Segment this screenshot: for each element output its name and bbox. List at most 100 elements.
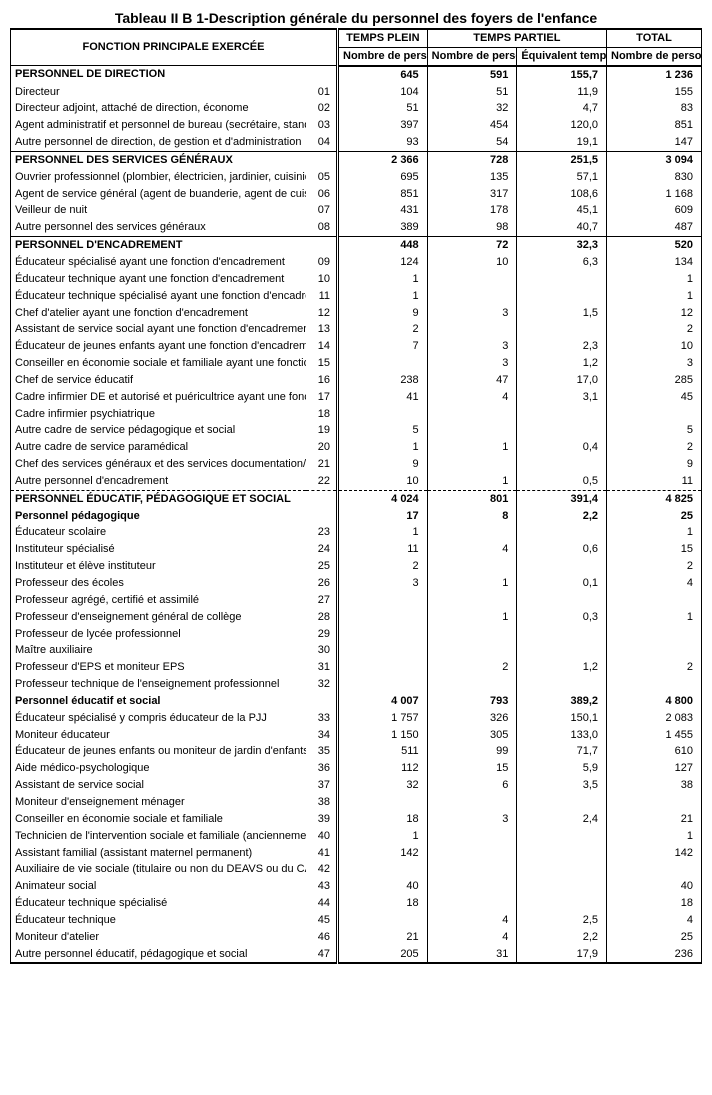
row-label: Autre cadre de service pédagogique et so…: [11, 422, 306, 439]
table-row: Instituteur et élève instituteur2522: [11, 558, 702, 575]
cell-pp2: 11,9: [517, 84, 607, 101]
cell-tp: 1 757: [338, 710, 428, 727]
row-label: Cadre infirmier DE et autorisé et puéric…: [11, 389, 306, 406]
cell-pp1: 793: [427, 693, 517, 710]
table-row: Agent de service général (agent de buand…: [11, 186, 702, 203]
row-label: Personnel éducatif et social: [11, 693, 338, 710]
cell-tp: 124: [338, 254, 428, 271]
header-pt-npers: Nombre de personnes: [427, 47, 517, 65]
cell-tp: 1: [338, 439, 428, 456]
cell-pp1: [427, 422, 517, 439]
row-label: Aide médico-psychologique: [11, 760, 306, 777]
table-row: Veilleur de nuit0743117845,1609: [11, 202, 702, 219]
cell-tp: 1: [338, 288, 428, 305]
cell-pp1: 3: [427, 305, 517, 322]
cell-pp1: 54: [427, 134, 517, 151]
cell-tp: 9: [338, 456, 428, 473]
table-row: Directeur adjoint, attaché de direction,…: [11, 100, 702, 117]
row-code: 04: [306, 134, 338, 151]
cell-tp: 2: [338, 558, 428, 575]
cell-tot: 520: [607, 237, 702, 254]
table-row: Moniteur d'enseignement ménager38: [11, 794, 702, 811]
row-code: 21: [306, 456, 338, 473]
header-pt-eqtp: Équivalent temps plein: [517, 47, 607, 65]
cell-pp2: 40,7: [517, 219, 607, 236]
cell-pp2: [517, 288, 607, 305]
cell-pp2: [517, 626, 607, 643]
cell-tp: 10: [338, 473, 428, 490]
cell-tot: [607, 592, 702, 609]
cell-pp1: 728: [427, 151, 517, 168]
cell-pp2: [517, 422, 607, 439]
table-row: Instituteur spécialisé241140,615: [11, 541, 702, 558]
cell-tp: 2: [338, 321, 428, 338]
cell-pp2: [517, 321, 607, 338]
cell-pp2: 3,1: [517, 389, 607, 406]
cell-pp2: [517, 642, 607, 659]
cell-pp1: [427, 592, 517, 609]
cell-tot: [607, 794, 702, 811]
cell-tp: 41: [338, 389, 428, 406]
table-row: Auxiliaire de vie sociale (titulaire ou …: [11, 861, 702, 878]
cell-pp1: 591: [427, 66, 517, 84]
row-label: Veilleur de nuit: [11, 202, 306, 219]
row-code: 02: [306, 100, 338, 117]
cell-tot: [607, 406, 702, 423]
cell-tp: [338, 642, 428, 659]
row-label: Éducateur scolaire: [11, 524, 306, 541]
row-label: Éducateur de jeunes enfants ayant une fo…: [11, 338, 306, 355]
cell-pp1: 801: [427, 490, 517, 507]
cell-tot: 45: [607, 389, 702, 406]
row-label: Éducateur de jeunes enfants ou moniteur …: [11, 743, 306, 760]
table-row: Autre cadre de service pédagogique et so…: [11, 422, 702, 439]
cell-pp2: 2,5: [517, 912, 607, 929]
cell-pp2: 155,7: [517, 66, 607, 84]
cell-pp1: 178: [427, 202, 517, 219]
header-tot-npers: Nombre de personnes: [607, 47, 702, 65]
cell-pp1: 31: [427, 946, 517, 964]
row-label: Autre personnel éducatif, pédagogique et…: [11, 946, 306, 964]
table-row: PERSONNEL DE DIRECTION645591155,71 236: [11, 66, 702, 84]
cell-tp: 21: [338, 929, 428, 946]
row-code: 10: [306, 271, 338, 288]
cell-pp1: 99: [427, 743, 517, 760]
cell-tot: 1: [607, 828, 702, 845]
cell-pp1: 51: [427, 84, 517, 101]
table-row: Aide médico-psychologique36112155,9127: [11, 760, 702, 777]
table-row: PERSONNEL ÉDUCATIF, PÉDAGOGIQUE ET SOCIA…: [11, 490, 702, 507]
cell-tp: 104: [338, 84, 428, 101]
cell-pp1: [427, 558, 517, 575]
cell-tp: [338, 861, 428, 878]
cell-pp2: 133,0: [517, 727, 607, 744]
cell-tp: 1 150: [338, 727, 428, 744]
row-label: Technicien de l'intervention sociale et …: [11, 828, 306, 845]
cell-pp2: 1,2: [517, 659, 607, 676]
row-code: 16: [306, 372, 338, 389]
cell-tot: 2: [607, 659, 702, 676]
cell-pp1: 305: [427, 727, 517, 744]
cell-pp1: [427, 288, 517, 305]
row-code: 03: [306, 117, 338, 134]
row-code: 39: [306, 811, 338, 828]
cell-pp1: 1: [427, 439, 517, 456]
cell-tot: 1: [607, 288, 702, 305]
table-row: Professeur des écoles26310,14: [11, 575, 702, 592]
cell-tot: 2: [607, 439, 702, 456]
cell-pp2: 0,5: [517, 473, 607, 490]
cell-pp2: [517, 406, 607, 423]
cell-tot: [607, 861, 702, 878]
cell-pp2: 19,1: [517, 134, 607, 151]
row-label: Éducateur technique: [11, 912, 306, 929]
cell-tot: 12: [607, 305, 702, 322]
row-code: 13: [306, 321, 338, 338]
cell-tp: 18: [338, 811, 428, 828]
cell-pp2: [517, 878, 607, 895]
cell-tp: 40: [338, 878, 428, 895]
header-ft-npers: Nombre de personnes: [338, 47, 428, 65]
row-label: Instituteur spécialisé: [11, 541, 306, 558]
cell-tp: [338, 794, 428, 811]
row-label: Éducateur spécialisé ayant une fonction …: [11, 254, 306, 271]
cell-pp1: 317: [427, 186, 517, 203]
row-code: 22: [306, 473, 338, 490]
cell-pp2: 2,4: [517, 811, 607, 828]
